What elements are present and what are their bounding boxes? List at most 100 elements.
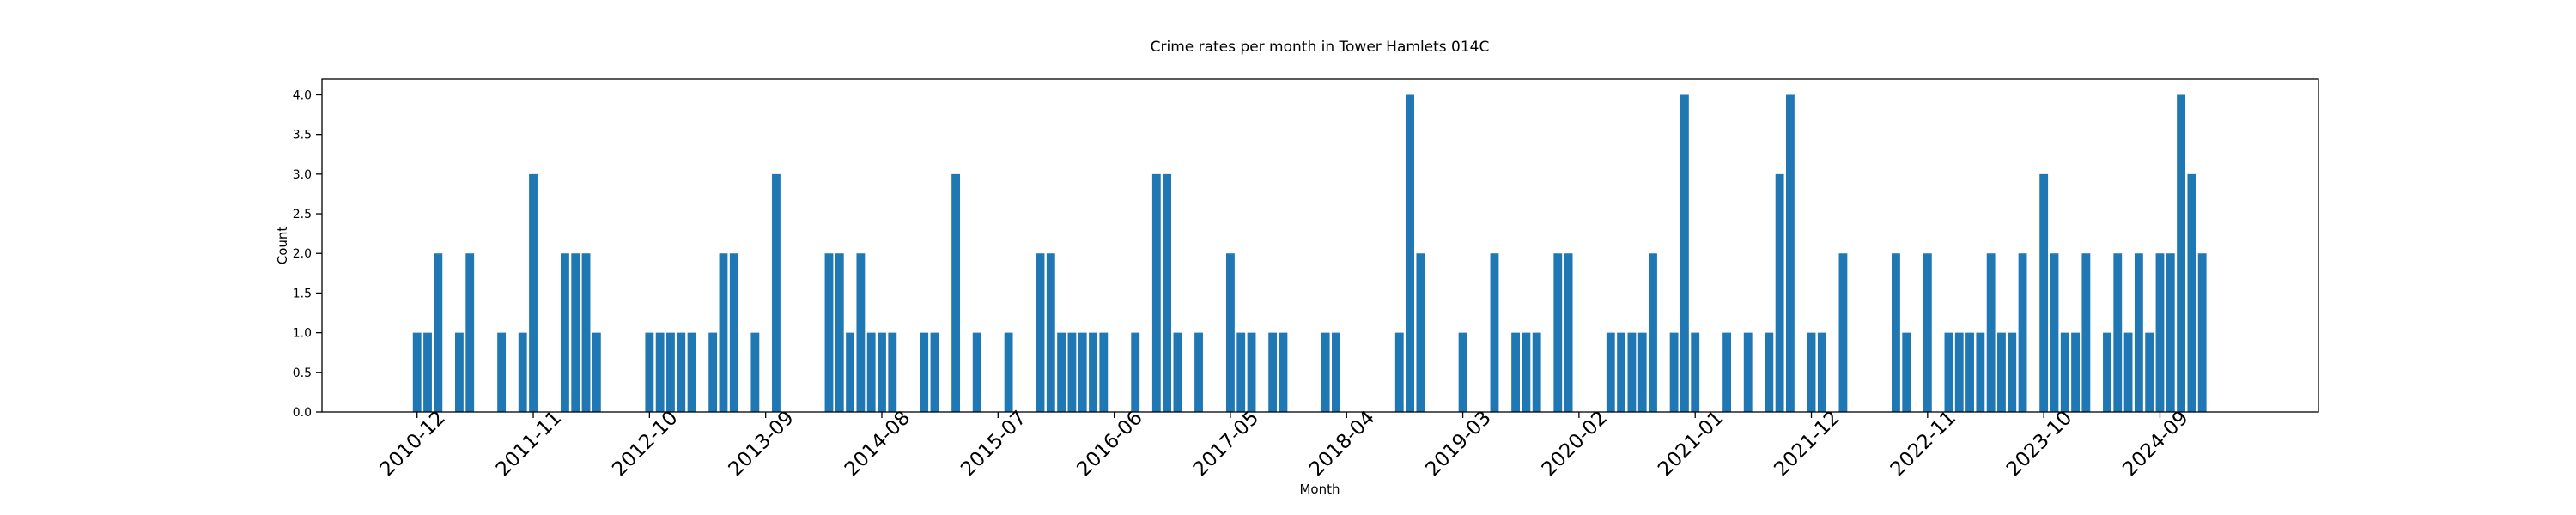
- bar: [1680, 94, 1689, 412]
- bar: [1247, 332, 1256, 412]
- y-tick-label: 3.5: [293, 129, 312, 142]
- bar: [2134, 253, 2143, 412]
- y-tick-label: 4.0: [293, 88, 312, 102]
- bar: [2071, 332, 2080, 412]
- y-tick-label: 0.0: [293, 406, 312, 420]
- bar: [592, 332, 601, 412]
- y-tick-label: 3.0: [293, 168, 312, 182]
- bar: [2008, 332, 2017, 412]
- x-tick-label: 2018-04: [1305, 407, 1379, 481]
- bar: [772, 173, 781, 412]
- bar: [972, 332, 981, 412]
- bar: [1786, 94, 1795, 412]
- bar: [1078, 332, 1087, 412]
- bar: [1131, 332, 1140, 412]
- bar: [1532, 332, 1541, 412]
- bar: [708, 332, 718, 412]
- bar: [1173, 332, 1182, 412]
- bar: [677, 332, 686, 412]
- bar: [2187, 173, 2196, 412]
- x-tick-label: 2012-10: [608, 407, 682, 481]
- bar: [1997, 332, 2006, 412]
- bar: [1965, 332, 1974, 412]
- bar: [1406, 94, 1414, 412]
- bar: [1057, 332, 1066, 412]
- bar: [951, 173, 961, 412]
- bar: [1627, 332, 1637, 412]
- x-tick-label: 2024-09: [2118, 407, 2192, 481]
- bar: [1226, 253, 1235, 412]
- bar: [1511, 332, 1520, 412]
- bar: [824, 253, 834, 412]
- bar: [1553, 253, 1563, 412]
- bar: [571, 253, 580, 412]
- bar: [1722, 332, 1732, 412]
- bar: [2123, 332, 2133, 412]
- bar: [1458, 332, 1467, 412]
- bar: [729, 253, 738, 412]
- bar: [1099, 332, 1109, 412]
- bar: [1986, 253, 1996, 412]
- bar: [719, 253, 728, 412]
- bar: [581, 253, 591, 412]
- x-tick-label: 2020-02: [1538, 407, 1612, 481]
- bar: [1004, 332, 1013, 412]
- bar: [1321, 332, 1330, 412]
- bar: [1332, 332, 1340, 412]
- bar: [1817, 332, 1826, 412]
- bar: [529, 173, 538, 412]
- y-tick-label: 1.0: [293, 327, 312, 341]
- bar: [2081, 253, 2091, 412]
- bar: [930, 332, 939, 412]
- x-tick-label: 2021-01: [1654, 407, 1728, 481]
- bar: [1522, 332, 1531, 412]
- bar: [1279, 332, 1288, 412]
- bar: [1416, 253, 1425, 412]
- bar: [1268, 332, 1278, 412]
- bar: [645, 332, 654, 412]
- bar: [1954, 332, 1964, 412]
- bar: [1743, 332, 1753, 412]
- bar: [465, 253, 475, 412]
- x-tick-label: 2011-11: [492, 407, 566, 481]
- bar: [1490, 253, 1499, 412]
- bar: [666, 332, 675, 412]
- bar: [2103, 332, 2111, 412]
- bar: [1976, 332, 1985, 412]
- bar: [2018, 253, 2027, 412]
- x-axis-label: Month: [1299, 482, 1340, 497]
- plot-frame: [321, 78, 2319, 413]
- x-tick-label: 2010-12: [376, 407, 450, 481]
- bar: [687, 332, 696, 412]
- bar: [1669, 332, 1679, 412]
- bar: [2113, 253, 2123, 412]
- bar: [1089, 332, 1097, 412]
- bar: [1606, 332, 1615, 412]
- y-axis-label: Count: [275, 227, 290, 265]
- bar: [2039, 173, 2049, 412]
- bar: [750, 332, 760, 412]
- x-tick-label: 2022-11: [1886, 407, 1960, 481]
- bar: [497, 332, 507, 412]
- bar: [1807, 332, 1816, 412]
- bar: [1775, 173, 1784, 412]
- bar: [878, 332, 886, 412]
- bar: [1649, 253, 1657, 412]
- bar: [1564, 253, 1573, 412]
- bar: [856, 253, 866, 412]
- bar: [518, 332, 527, 412]
- bar: [1046, 253, 1055, 412]
- bar: [835, 253, 844, 412]
- x-tick-label: 2017-05: [1189, 407, 1263, 481]
- bar: [1765, 332, 1774, 412]
- bar: [655, 332, 665, 412]
- x-tick-label: 2019-03: [1421, 407, 1495, 481]
- bar: [1151, 173, 1161, 412]
- x-tick-label: 2021-12: [1770, 407, 1844, 481]
- bar: [2177, 94, 2185, 412]
- bar: [920, 332, 929, 412]
- bar: [1194, 332, 1203, 412]
- bar: [455, 332, 464, 412]
- x-tick-label: 2023-10: [2002, 407, 2076, 481]
